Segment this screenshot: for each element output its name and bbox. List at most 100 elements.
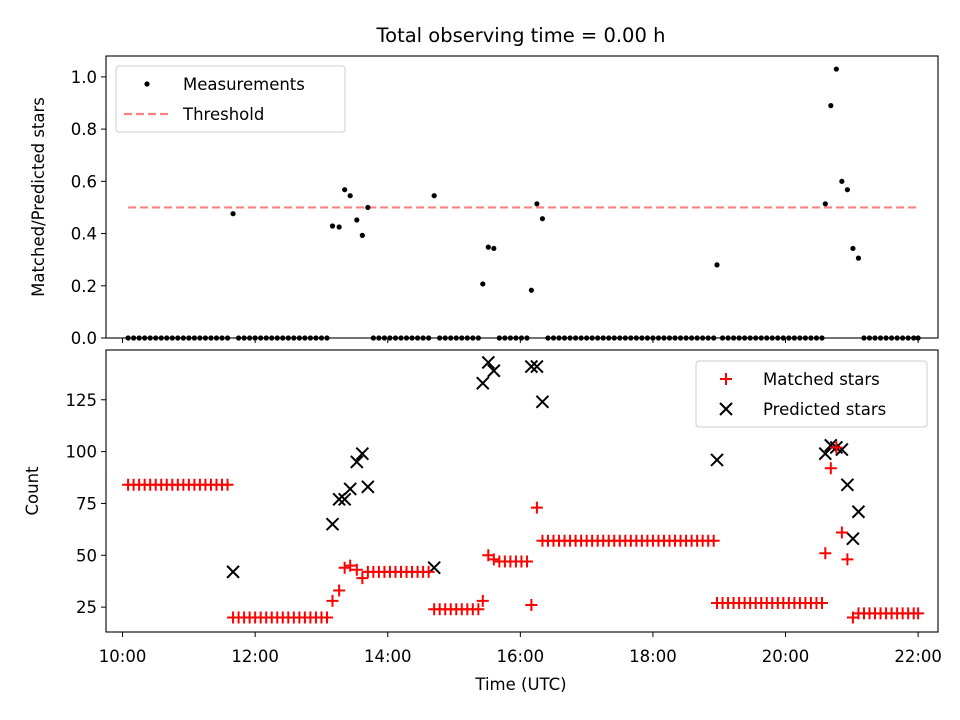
measurement-point xyxy=(850,245,856,252)
matched-stars-points xyxy=(122,441,925,624)
matched-star-point xyxy=(841,553,854,566)
bottom-y-tick-label: 100 xyxy=(66,443,98,462)
legend-measurements-marker xyxy=(144,81,150,87)
bottom-x-tick-label: 18:00 xyxy=(629,647,677,666)
top-plot-frame xyxy=(105,55,939,339)
matched-star-point xyxy=(333,584,346,597)
predicted-star-point xyxy=(355,446,370,461)
matched-star-point xyxy=(320,611,333,624)
top-plot: 0.0 0.2 0.4 0.6 0.8 1.0 Matched/Predicted sta… xyxy=(29,55,939,348)
bottom-x-tick-label: 10:00 xyxy=(99,647,147,666)
bottom-x-ticks: 10:00 12:00 14:00 16:00 18:00 20:00 22:00 xyxy=(99,632,942,666)
top-legend-box xyxy=(115,65,346,133)
legend-measurements-label: Measurements xyxy=(183,75,305,94)
predicted-star-point xyxy=(332,492,346,507)
bottom-plot: 25 50 75 100 125 10:00 12:00 14:00 16:00 18:00 20… xyxy=(23,349,942,694)
measurement-point xyxy=(480,281,486,287)
matched-star-point xyxy=(326,594,339,607)
top-y-tick-label: 0.6 xyxy=(71,172,97,191)
predicted-star-point xyxy=(851,505,866,519)
matched-star-point xyxy=(520,555,533,568)
measurement-point xyxy=(431,193,437,199)
measurement-point xyxy=(491,245,497,252)
bottom-x-tick-label: 14:00 xyxy=(364,647,412,666)
measurement-point xyxy=(336,224,342,230)
predicted-star-point xyxy=(350,455,364,469)
predicted-star-point xyxy=(487,364,501,378)
legend-threshold-label: Threshold xyxy=(182,105,264,124)
top-y-tick-label: 0.8 xyxy=(71,120,97,139)
matched-star-point xyxy=(472,603,485,616)
bottom-y-tick-label: 50 xyxy=(76,546,97,565)
bottom-y-tick-label: 125 xyxy=(66,391,98,410)
matched-star-point xyxy=(912,607,925,620)
measurement-point xyxy=(342,187,348,193)
predicted-star-point xyxy=(840,478,855,492)
matched-star-point xyxy=(422,565,435,578)
matched-star-point xyxy=(824,462,837,475)
matched-star-point xyxy=(525,599,538,612)
bottom-y-axis-label: Count xyxy=(23,466,42,516)
top-y-tick-label: 1.0 xyxy=(71,68,97,87)
predicted-star-point xyxy=(846,531,860,546)
predicted-star-point xyxy=(476,376,490,390)
matched-star-point xyxy=(476,594,489,607)
chart-title: Total observing time = 0.00 h xyxy=(376,24,666,47)
predicted-star-point xyxy=(481,355,496,370)
matched-star-point xyxy=(221,478,234,491)
matched-star-point xyxy=(835,526,848,539)
bottom-x-tick-label: 16:00 xyxy=(497,647,545,666)
matched-star-point xyxy=(819,547,832,560)
bottom-y-tick-label: 75 xyxy=(76,494,97,513)
legend-predicted-marker xyxy=(719,402,733,416)
measurement-point xyxy=(844,187,850,193)
bottom-x-tick-label: 22:00 xyxy=(894,647,942,666)
measurement-point xyxy=(539,216,546,222)
top-y-axis-label: Matched/Predicted stars xyxy=(29,97,48,297)
legend-predicted-label: Predicted stars xyxy=(763,400,886,419)
matched-star-point xyxy=(815,596,828,609)
matched-star-point xyxy=(530,501,543,514)
predicted-star-point xyxy=(535,395,550,409)
bottom-y-ticks: 25 50 75 100 125 xyxy=(66,391,106,617)
predicted-star-point xyxy=(710,453,724,467)
measurement-point xyxy=(833,66,839,72)
predicted-star-point xyxy=(835,442,849,457)
predicted-star-point xyxy=(226,565,240,579)
measurement-point xyxy=(347,193,353,199)
measurement-point xyxy=(528,287,534,293)
matched-star-point xyxy=(356,572,369,585)
bottom-legend: Matched stars Predicted stars xyxy=(695,360,928,428)
matched-star-point xyxy=(830,441,843,454)
bottom-legend-box xyxy=(695,360,928,428)
bottom-y-tick-label: 25 xyxy=(76,598,97,617)
measurement-point xyxy=(855,255,862,261)
predicted-star-point xyxy=(524,359,539,374)
top-legend: Measurements Threshold xyxy=(115,65,346,133)
predicted-star-point xyxy=(343,482,357,496)
predicted-star-point xyxy=(337,492,352,507)
measurement-point xyxy=(828,103,834,109)
bottom-x-tick-label: 20:00 xyxy=(762,647,810,666)
matched-star-point xyxy=(350,563,363,576)
matched-star-point xyxy=(707,534,720,547)
predicted-star-point xyxy=(325,517,340,531)
measurement-point xyxy=(359,232,365,238)
legend-matched-label: Matched stars xyxy=(763,370,880,389)
matched-star-point xyxy=(338,561,351,574)
top-y-tick-label: 0.4 xyxy=(71,225,97,244)
bottom-x-tick-label: 12:00 xyxy=(231,647,279,666)
predicted-star-point xyxy=(361,480,375,494)
measurement-point xyxy=(230,211,236,217)
legend-matched-marker xyxy=(720,373,732,385)
top-y-tick-label: 0.0 xyxy=(71,329,97,348)
measurement-point xyxy=(534,201,540,207)
measurement-point xyxy=(365,204,371,211)
measurement-point xyxy=(714,262,720,268)
predicted-stars-points xyxy=(226,355,866,579)
predicted-star-point xyxy=(530,359,544,374)
bottom-x-axis-label: Time (UTC) xyxy=(474,675,566,694)
top-y-ticks: 0.0 0.2 0.4 0.6 0.8 1.0 xyxy=(71,68,106,348)
measurement-point xyxy=(329,223,336,229)
